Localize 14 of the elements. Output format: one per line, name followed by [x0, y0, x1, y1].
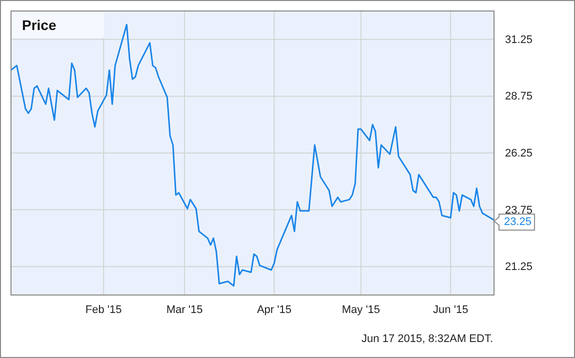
title-panel: Price	[12, 12, 104, 38]
x-tick-label: Apr '15	[256, 304, 292, 316]
x-tick-label: Mar '15	[166, 304, 203, 316]
chart-title: Price	[22, 17, 56, 33]
y-tick-label: 31.25	[505, 34, 533, 46]
text: Jun 17 2015, 8:32AM EDT.	[362, 333, 493, 345]
y-tick-label: 28.75	[505, 90, 533, 103]
y-tick-label: 26.25	[505, 148, 533, 160]
x-tick-label: May '15	[342, 304, 380, 316]
annotation: 23.25	[504, 216, 532, 228]
y-tick-label: 23.75	[505, 204, 533, 216]
x-tick-label: Jun '15	[433, 304, 468, 316]
x-tick-label: Feb '15	[85, 304, 122, 316]
y-tick-label: 21.25	[505, 261, 533, 274]
